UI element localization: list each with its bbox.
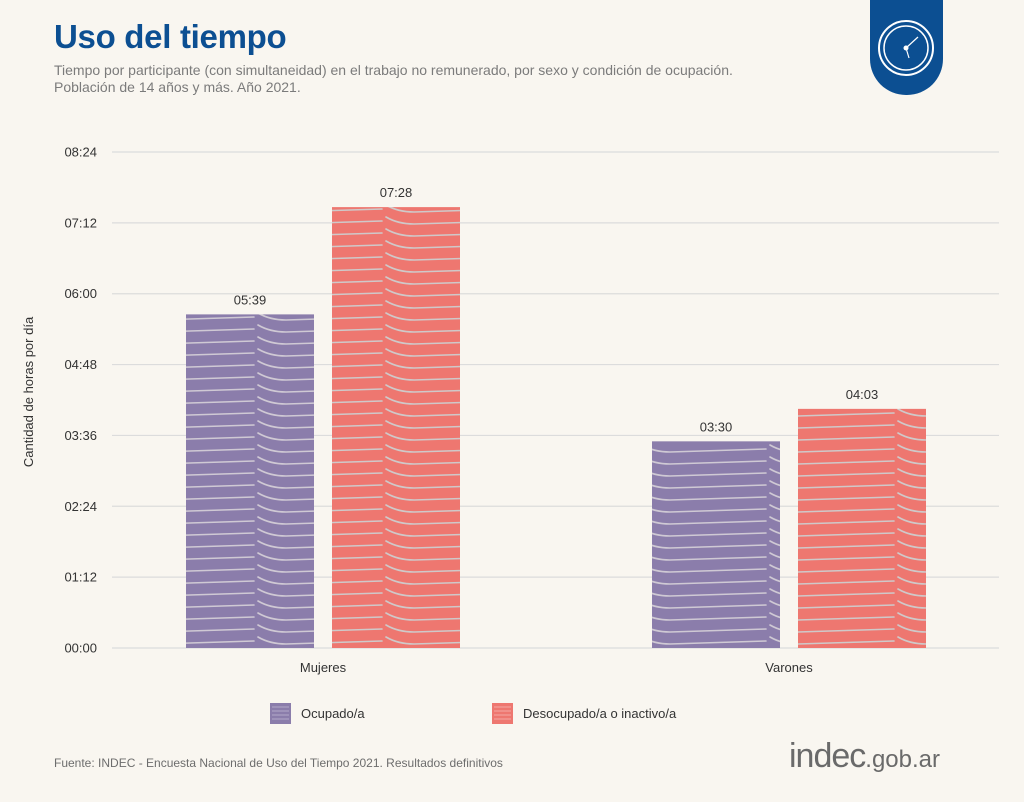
x-tick-label: Mujeres (300, 660, 347, 675)
legend-label-desocupado: Desocupado/a o inactivo/a (523, 706, 677, 721)
bar-layer: Mujeres 05:39 07:28 Varones 03:30 04:03 (186, 185, 926, 675)
clock-icon (878, 20, 934, 76)
logo-suffix: .gob.ar (865, 746, 940, 773)
page-subtitle: Tiempo por participante (con simultaneid… (54, 62, 733, 96)
subtitle-line-2: Población de 14 años y más. Año 2021. (54, 79, 301, 95)
y-tick-label: 01:12 (64, 570, 97, 585)
y-tick-label: 04:48 (64, 357, 97, 372)
page-title: Uso del tiempo (54, 18, 287, 55)
y-tick-label: 07:12 (64, 215, 97, 230)
y-tick-label: 06:00 (64, 286, 97, 301)
data-label: 07:28 (380, 185, 413, 200)
bar-desocupado-varones (798, 408, 926, 648)
y-tick-label: 02:24 (64, 499, 97, 514)
y-tick-label: 03:36 (64, 428, 97, 443)
legend-swatch-ocupado (270, 703, 291, 724)
bar-ocupado-mujeres (186, 314, 314, 648)
subtitle-line-1: Tiempo por participante (con simultaneid… (54, 62, 733, 78)
x-tick-label: Varones (765, 660, 813, 675)
legend-swatch-desocupado (492, 703, 513, 724)
data-label: 03:30 (700, 419, 733, 434)
y-axis-title: Cantidad de horas por día (21, 316, 36, 467)
legend-label-ocupado: Ocupado/a (301, 706, 365, 721)
legend-item-ocupado: Ocupado/a (270, 703, 365, 724)
indec-logo[interactable]: indec.gob.ar (789, 737, 940, 776)
legend-item-desocupado: Desocupado/a o inactivo/a (492, 703, 676, 724)
data-label: 05:39 (234, 292, 267, 307)
logo-main: indec (789, 737, 866, 775)
y-tick-label: 00:00 (64, 641, 97, 656)
bar-ocupado-varones (652, 441, 780, 648)
clock-badge (870, 0, 943, 95)
y-tick-label: 08:24 (64, 145, 97, 160)
bar-desocupado-mujeres (332, 207, 460, 648)
data-label: 04:03 (846, 387, 879, 402)
source-note: Fuente: INDEC - Encuesta Nacional de Uso… (54, 756, 503, 770)
